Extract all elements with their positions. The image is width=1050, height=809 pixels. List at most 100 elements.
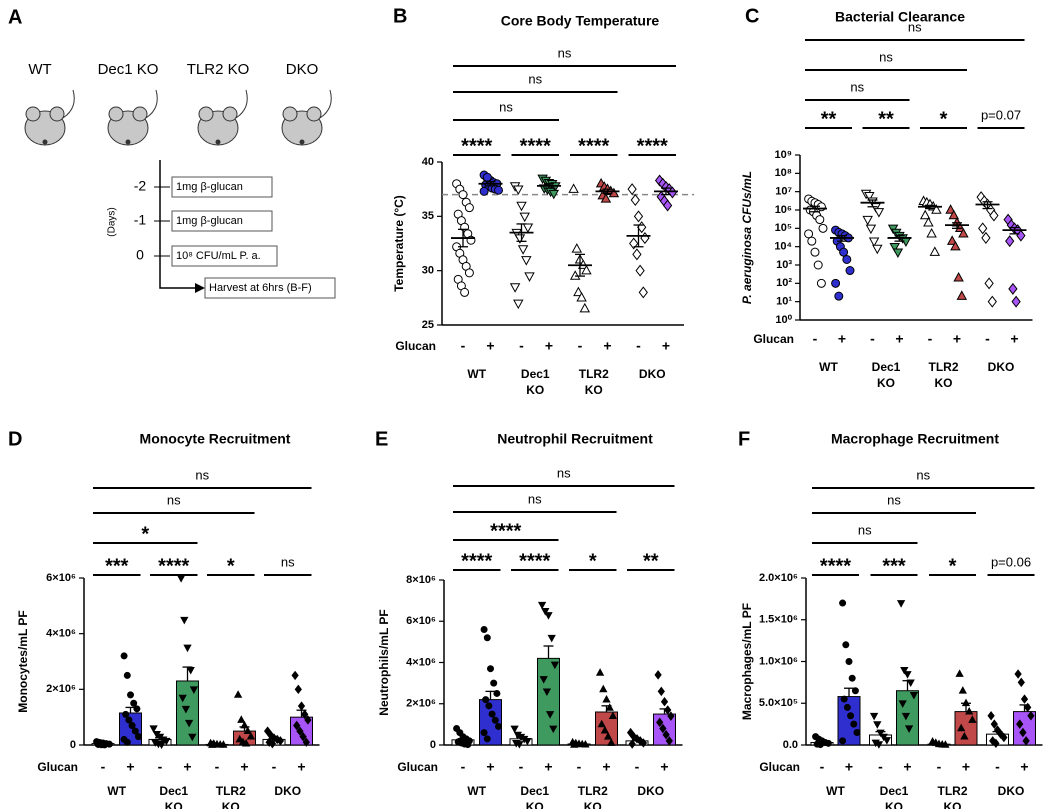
y-tick-label: 10⁵ (775, 222, 792, 234)
data-point (864, 192, 875, 202)
x-group-label: KO (585, 383, 603, 397)
data-point (539, 676, 548, 684)
data-point (960, 732, 969, 740)
data-point (304, 715, 312, 725)
data-point (990, 719, 998, 729)
data-point (842, 254, 852, 264)
data-point (1017, 677, 1025, 688)
data-point (904, 725, 914, 733)
x-sign: - (215, 759, 220, 775)
data-point (945, 204, 956, 214)
panel-letter: B (393, 5, 407, 27)
chart-title: Macrophage Recruitment (831, 431, 999, 447)
significance-label: ns (558, 45, 572, 60)
significance-label: **** (461, 550, 492, 572)
data-point (868, 237, 880, 247)
x-sign: + (603, 338, 611, 354)
y-tick-label: 2×10⁶ (406, 698, 436, 710)
data-point (235, 734, 244, 743)
data-point (954, 222, 966, 233)
data-point (839, 247, 849, 257)
data-point (464, 268, 474, 278)
x-sign: + (486, 338, 494, 354)
x-group-label: Dec1 (880, 784, 909, 798)
x-sign: - (636, 338, 641, 354)
data-point (903, 671, 912, 679)
y-tick-label: 35 (422, 210, 434, 222)
significance-label: ns (528, 491, 542, 506)
data-point (482, 696, 490, 704)
data-point (541, 608, 550, 616)
data-point (458, 190, 468, 200)
data-point (545, 711, 555, 719)
x-group-label: KO (877, 376, 895, 390)
data-point (839, 599, 847, 607)
chart-title: Monocyte Recruitment (140, 431, 291, 447)
data-point (523, 737, 532, 746)
data-point (889, 242, 900, 253)
data-point (297, 701, 306, 711)
x-group-label: WT (107, 784, 126, 798)
data-point (605, 703, 614, 711)
data-point (569, 270, 581, 280)
significance-label: **** (520, 135, 551, 157)
data-point (490, 679, 498, 687)
data-point (513, 185, 524, 196)
data-point (123, 738, 131, 746)
significance-label: ns (850, 79, 864, 94)
strain-label: WT (28, 61, 51, 78)
data-point (843, 703, 851, 711)
x-sign: + (953, 331, 961, 347)
x-group-label: KO (935, 376, 953, 390)
y-axis-label: Neutrophils/mL PF (377, 609, 391, 715)
data-point (923, 216, 934, 227)
data-point (984, 277, 994, 290)
data-point (487, 665, 494, 673)
y-axis-label: Monocytes/mL PF (16, 610, 30, 712)
data-point (628, 739, 636, 749)
bar (896, 690, 919, 746)
data-point (987, 711, 995, 721)
data-point (989, 209, 999, 222)
day-label: -2 (134, 178, 147, 194)
y-tick-label: 10⁶ (775, 204, 792, 216)
data-point (953, 271, 964, 282)
x-sign: + (602, 759, 610, 775)
data-point (549, 725, 558, 734)
data-point (1020, 694, 1029, 704)
data-point (602, 694, 611, 703)
data-point (237, 715, 246, 723)
data-point (243, 726, 252, 734)
timeline-axis (159, 160, 195, 289)
x-group-label: TLR2 (929, 360, 959, 374)
x-group-label: KO (944, 800, 962, 809)
data-point (120, 652, 128, 660)
data-point (479, 186, 489, 196)
data-point (831, 278, 841, 288)
data-point (542, 688, 552, 697)
x-group-label: Dec1 (872, 360, 901, 374)
data-point (480, 626, 488, 633)
x-sign: - (878, 759, 883, 775)
y-axis-label: P. aeruginosa CFUs/mL (740, 171, 754, 304)
data-point (517, 245, 529, 255)
data-point (131, 727, 139, 735)
significance-label: ** (878, 108, 894, 130)
y-tick-label: 10² (776, 277, 792, 289)
day-label: 0 (136, 247, 144, 263)
data-point (127, 691, 134, 699)
x-sign: + (1020, 759, 1028, 775)
data-point (603, 732, 613, 740)
data-point (931, 204, 942, 214)
data-point (550, 661, 560, 670)
y-tick-label: 6×10⁶ (46, 572, 76, 584)
x-sign: + (544, 759, 552, 775)
data-point (180, 616, 189, 625)
x-sign: - (995, 759, 1000, 775)
data-point (1005, 235, 1015, 248)
data-point (482, 172, 492, 182)
data-point (853, 728, 861, 736)
y-tick-label: 5.0×10⁵ (759, 697, 798, 709)
y-tick-label: 10⁴ (774, 241, 792, 253)
significance-label: ns (879, 49, 893, 64)
